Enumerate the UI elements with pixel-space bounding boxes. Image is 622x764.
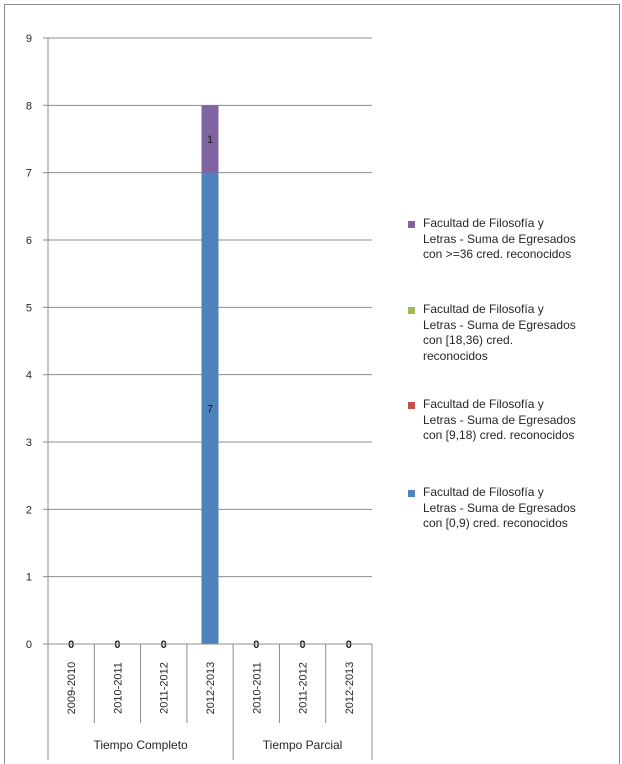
y-tick-label-1: 1 <box>26 572 32 584</box>
x-tick-label-1: 2010-2011 <box>112 662 124 714</box>
legend-swatch-9-18 <box>408 402 415 409</box>
x-tick-label-3: 2012-2013 <box>205 662 217 715</box>
data-label-3: 7 <box>207 403 213 415</box>
legend-swatch-36-plus <box>408 221 415 228</box>
x-tick-label-4: 2010-2011 <box>251 662 263 714</box>
y-tick-label-0: 0 <box>26 639 32 651</box>
y-tick-label-8: 8 <box>26 100 32 112</box>
x-tick-label-6: 2012-2013 <box>344 662 356 715</box>
y-tick-label-5: 5 <box>26 302 32 314</box>
y-tick-label-9: 9 <box>26 33 32 45</box>
chart-frame <box>4 4 620 764</box>
data-label-4: 1 <box>207 134 213 146</box>
bar-segment-3-0 <box>201 172 219 644</box>
x-tick-label-5: 2011-2012 <box>298 662 310 714</box>
data-label-6: 0 <box>300 639 306 651</box>
y-tick-label-6: 6 <box>26 235 32 247</box>
x-tick-label-0: 2009-2010 <box>66 662 78 715</box>
y-tick-label-3: 3 <box>26 437 32 449</box>
data-label-2: 0 <box>161 639 167 651</box>
y-tick-label-2: 2 <box>26 504 32 516</box>
bar-segment-3-3 <box>201 105 219 173</box>
data-label-5: 0 <box>253 639 259 651</box>
legend-swatch-18-36 <box>408 307 415 314</box>
legend-label-36-plus: Facultad de Filosofía y Letras - Suma de… <box>423 216 576 261</box>
legend-label-9-18: Facultad de Filosofía y Letras - Suma de… <box>423 397 576 442</box>
y-tick-label-7: 7 <box>26 168 32 180</box>
data-label-7: 0 <box>346 639 352 651</box>
x-group-label-0: Tiempo Completo <box>93 738 188 752</box>
x-tick-label-2: 2011-2012 <box>159 662 171 714</box>
legend-label-0-9: Facultad de Filosofía y Letras - Suma de… <box>423 485 576 530</box>
legend-label-18-36: Facultad de Filosofía y Letras - Suma de… <box>423 302 576 363</box>
x-group-label-1: Tiempo Parcial <box>263 738 343 752</box>
y-tick-label-4: 4 <box>26 370 32 382</box>
legend-swatch-0-9 <box>408 490 415 497</box>
data-label-1: 0 <box>114 639 120 651</box>
data-label-0: 0 <box>68 639 74 651</box>
